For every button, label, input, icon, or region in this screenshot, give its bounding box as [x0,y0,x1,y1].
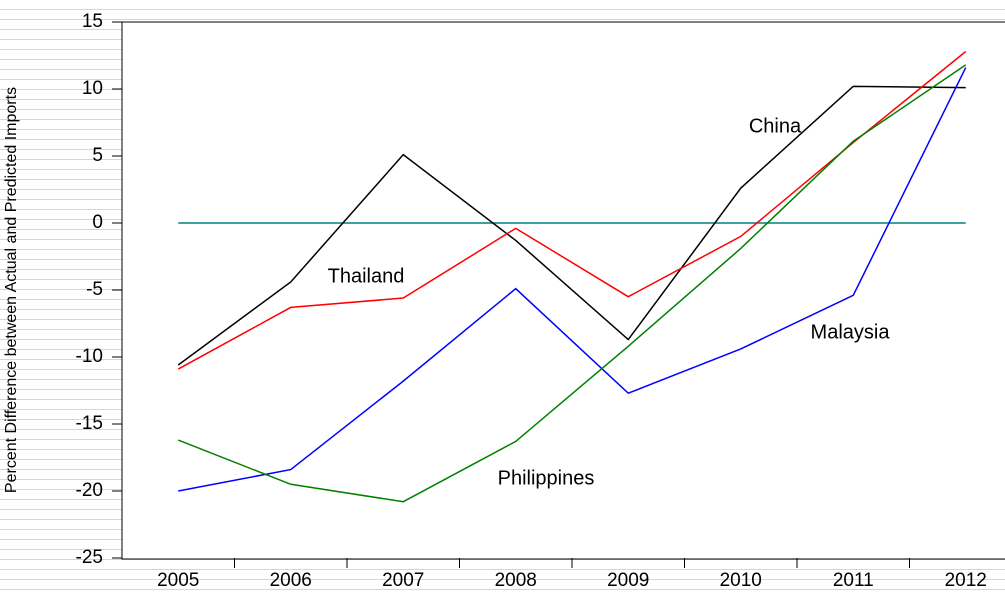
x-tick-label: 2008 [495,570,537,591]
series-line [177,64,967,503]
series-label: China [749,115,802,137]
x-tick-label: 2005 [157,570,199,591]
y-tick-label: -25 [76,547,103,568]
series-line [178,67,967,492]
x-tick-label: 2012 [945,570,987,591]
plot-area [121,21,1005,560]
x-tick-label: 2009 [607,570,649,591]
y-tick-label: 15 [82,11,103,32]
series-label: Thailand [328,265,405,287]
y-tick-label: -5 [86,279,103,300]
x-tick-label: 2006 [270,570,312,591]
x-tick-label: 2011 [833,570,874,591]
x-tick-label: 2007 [382,570,424,591]
series-label: Philippines [498,467,595,489]
y-tick-label: 5 [92,145,103,166]
y-tick-label: -15 [76,413,103,434]
y-axis-label: Percent Difference between Actual and Pr… [3,87,20,493]
y-tick-label: -20 [76,480,103,501]
y-tick-label: 0 [92,212,103,233]
series-label: Malaysia [811,321,891,343]
y-tick-label: -10 [76,346,103,367]
series-line [177,85,966,366]
x-tick-label: 2010 [720,570,762,591]
y-tick-label: 10 [82,78,103,99]
